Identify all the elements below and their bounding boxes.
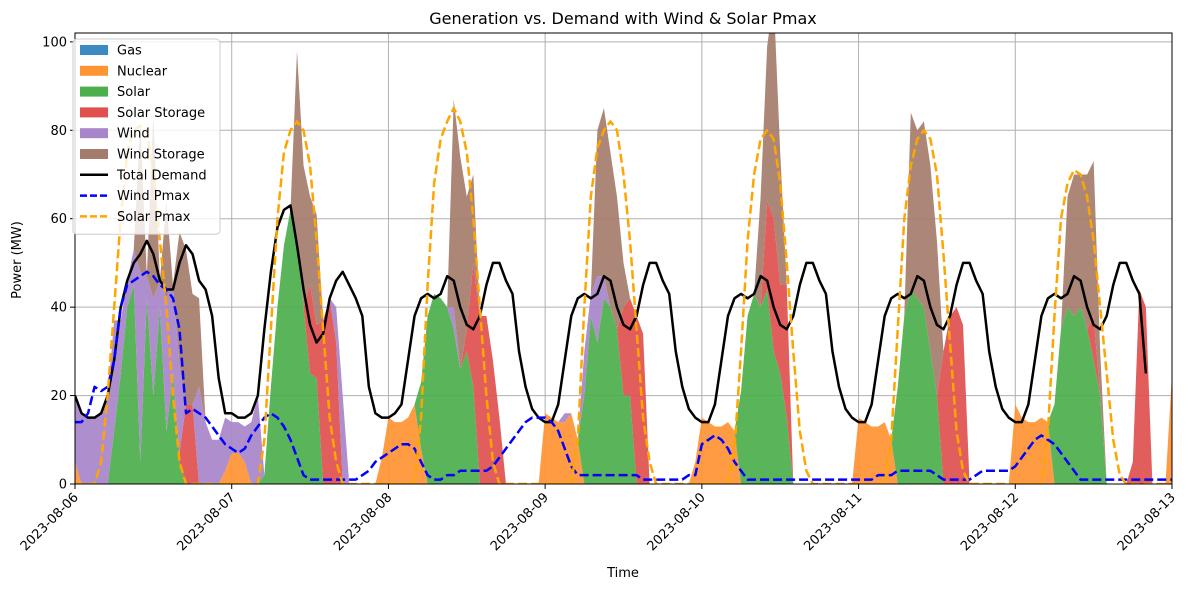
y-tick-label: 100 bbox=[42, 35, 67, 50]
y-axis-label: Power (MW) bbox=[10, 221, 25, 299]
legend-swatch-wind-storage bbox=[80, 149, 108, 159]
legend-label-solar-storage: Solar Storage bbox=[117, 106, 205, 121]
x-tick-label: 2023-08-09 bbox=[488, 490, 552, 554]
line-solar-pmax bbox=[75, 106, 1172, 484]
legend-swatch-nuclear bbox=[80, 65, 108, 76]
x-tick-label: 2023-08-06 bbox=[18, 490, 82, 554]
y-tick-label: 60 bbox=[50, 212, 67, 227]
area-solar bbox=[75, 209, 1172, 484]
x-axis-label: Time bbox=[606, 566, 639, 581]
legend-swatch-wind bbox=[80, 128, 108, 139]
y-tick-label: 80 bbox=[50, 124, 67, 139]
chart-title: Generation vs. Demand with Wind & Solar … bbox=[429, 9, 817, 28]
series-lines bbox=[75, 106, 1172, 484]
legend: Gas Nuclear Solar Solar Storage Wind Wind Sto… bbox=[72, 38, 221, 235]
x-tick-label: 2023-08-12 bbox=[958, 490, 1022, 554]
legend-box bbox=[72, 38, 221, 235]
x-tick-label: 2023-08-13 bbox=[1115, 490, 1179, 554]
y-axis: 0 20 40 60 80 100 bbox=[42, 35, 75, 493]
legend-swatch-gas bbox=[80, 45, 108, 55]
y-tick-label: 0 bbox=[59, 478, 67, 493]
plot-frame bbox=[74, 32, 1173, 485]
area-solar-storage bbox=[75, 201, 1172, 484]
legend-label-wind-pmax: Wind Pmax bbox=[117, 189, 190, 204]
x-tick-label: 2023-08-10 bbox=[645, 490, 709, 554]
y-tick-label: 40 bbox=[50, 301, 67, 316]
x-tick-label: 2023-08-08 bbox=[331, 490, 395, 554]
y-tick-label: 20 bbox=[50, 389, 67, 404]
grid bbox=[74, 33, 1173, 485]
legend-swatch-solar-storage bbox=[80, 107, 108, 118]
legend-label-solar-pmax: Solar Pmax bbox=[117, 210, 191, 225]
legend-label-wind-storage: Wind Storage bbox=[117, 148, 205, 163]
legend-label-gas: Gas bbox=[117, 44, 142, 59]
legend-label-solar: Solar bbox=[117, 85, 151, 100]
line-wind-pmax bbox=[75, 270, 1172, 481]
x-tick-label: 2023-08-07 bbox=[175, 490, 239, 554]
legend-label-total-demand: Total Demand bbox=[116, 168, 207, 183]
stacked-areas bbox=[75, 33, 1172, 484]
x-tick-label: 2023-08-11 bbox=[801, 490, 865, 554]
x-axis: 2023-08-06 2023-08-07 2023-08-08 2023-08-09… bbox=[18, 484, 1179, 554]
legend-label-wind: Wind bbox=[117, 127, 150, 142]
line-total-demand bbox=[75, 204, 1148, 424]
legend-swatch-solar bbox=[80, 86, 108, 97]
legend-label-nuclear: Nuclear bbox=[117, 64, 168, 79]
